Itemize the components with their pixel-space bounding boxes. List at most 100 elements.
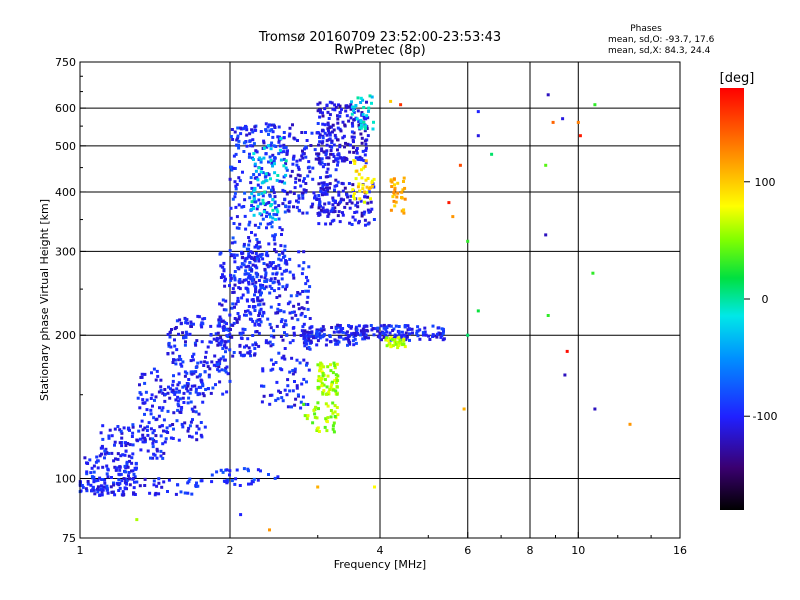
- data-point: [267, 160, 270, 164]
- data-point: [96, 466, 100, 470]
- data-point: [384, 328, 388, 332]
- data-point: [252, 258, 256, 262]
- data-point: [223, 284, 227, 288]
- data-point: [344, 109, 348, 113]
- data-point: [393, 338, 397, 342]
- data-point: [178, 318, 182, 322]
- data-point: [326, 416, 330, 420]
- data-point: [274, 250, 278, 254]
- data-point: [148, 437, 152, 441]
- data-point: [309, 144, 313, 147]
- data-point: [186, 382, 190, 386]
- data-point: [305, 342, 309, 346]
- chart-subtitle: RwPretec (8p): [334, 43, 425, 58]
- data-point: [397, 344, 401, 348]
- data-point: [246, 337, 250, 341]
- data-point: [193, 341, 197, 345]
- data-point: [345, 158, 349, 161]
- data-point: [233, 240, 237, 244]
- data-point: [227, 339, 231, 343]
- data-point: [256, 297, 260, 301]
- data-point: [237, 176, 241, 180]
- data-point: [350, 121, 354, 125]
- data-point: [365, 127, 369, 130]
- data-point: [262, 201, 266, 205]
- data-point: [336, 138, 340, 142]
- data-point: [316, 379, 320, 383]
- data-point: [184, 335, 188, 339]
- data-point: [323, 425, 327, 429]
- data-point: [310, 330, 314, 334]
- data-point: [272, 329, 276, 333]
- data-point: [178, 410, 182, 414]
- data-point: [356, 332, 360, 336]
- data-point: [281, 202, 285, 206]
- data-point: [328, 186, 331, 190]
- data-point: [340, 107, 343, 111]
- data-point: [344, 336, 348, 340]
- data-point: [254, 252, 258, 255]
- data-point: [280, 396, 284, 400]
- data-point: [272, 289, 276, 293]
- data-point: [250, 279, 254, 282]
- data-point: [221, 273, 224, 277]
- data-point: [118, 428, 122, 432]
- data-point: [368, 94, 372, 98]
- data-point: [307, 160, 311, 164]
- y-tick-label: 200: [55, 329, 76, 342]
- data-point: [224, 340, 228, 344]
- data-point: [335, 184, 339, 188]
- data-point: [306, 403, 310, 406]
- data-point: [402, 180, 405, 183]
- data-point: [363, 153, 367, 157]
- data-point: [83, 456, 87, 460]
- data-point: [118, 441, 122, 445]
- data-point: [106, 475, 110, 479]
- data-point: [162, 418, 166, 422]
- data-point: [183, 374, 187, 378]
- data-point: [217, 318, 221, 322]
- data-point: [337, 193, 341, 197]
- data-point: [253, 255, 257, 259]
- data-point: [131, 469, 135, 473]
- data-point: [254, 341, 257, 345]
- data-point: [316, 102, 320, 106]
- data-point: [363, 195, 367, 199]
- data-point: [149, 397, 153, 400]
- data-point: [197, 315, 201, 319]
- data-point: [309, 340, 313, 344]
- data-point: [258, 318, 262, 321]
- data-point: [264, 122, 268, 126]
- data-point: [310, 325, 314, 329]
- data-point: [162, 480, 166, 484]
- data-point: [98, 493, 102, 497]
- data-point: [280, 228, 284, 232]
- data-point: [143, 438, 147, 442]
- data-point: [265, 214, 268, 218]
- data-point: [152, 479, 156, 483]
- data-point: [305, 275, 308, 279]
- data-point: [229, 165, 232, 169]
- data-point: [360, 176, 364, 180]
- data-point: [628, 422, 632, 426]
- data-point: [392, 192, 396, 196]
- data-point: [201, 392, 205, 396]
- data-point: [373, 485, 376, 489]
- data-point: [361, 187, 365, 191]
- data-point: [112, 481, 115, 485]
- data-point: [241, 331, 245, 335]
- data-point: [331, 424, 335, 428]
- data-point: [277, 389, 281, 393]
- data-point: [356, 205, 360, 209]
- data-point: [257, 198, 261, 202]
- data-point: [360, 111, 364, 115]
- data-point: [341, 136, 345, 140]
- data-point: [351, 183, 355, 187]
- data-point: [91, 486, 95, 490]
- data-point: [143, 477, 147, 481]
- data-point: [593, 407, 597, 411]
- data-point: [349, 103, 353, 107]
- data-point: [291, 123, 294, 127]
- data-point: [239, 336, 243, 340]
- data-point: [273, 476, 277, 480]
